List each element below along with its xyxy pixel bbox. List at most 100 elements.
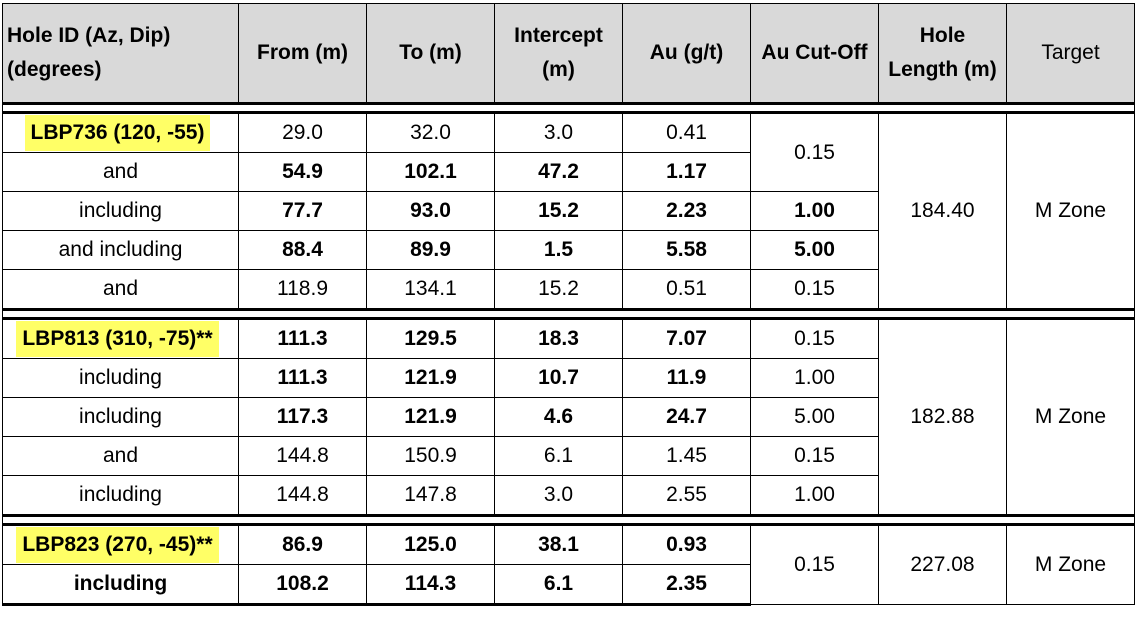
- header-target: Target: [1006, 3, 1135, 104]
- target-cell: M Zone: [1006, 112, 1135, 310]
- from-cell: 108.2: [238, 564, 367, 606]
- intercept-cell: 6.1: [494, 564, 623, 606]
- table-row: and including 88.4 89.9 1.5 5.58 5.00: [2, 230, 1135, 270]
- table-row: and 54.9 102.1 47.2 1.17: [2, 152, 1135, 192]
- au-cell: 24.7: [622, 397, 751, 437]
- au-cell: 1.17: [622, 152, 751, 192]
- from-cell: 111.3: [238, 318, 367, 359]
- from-cell: 144.8: [238, 475, 367, 517]
- row-label: including: [2, 191, 239, 231]
- from-cell: 117.3: [238, 397, 367, 437]
- row-label: and including: [2, 230, 239, 270]
- table-row: and 144.8 150.9 6.1 1.45 0.15: [2, 436, 1135, 476]
- group-spacer: [2, 102, 1135, 114]
- hole-id-cell: LBP736 (120, -55): [2, 112, 239, 153]
- table-row: including 144.8 147.8 3.0 2.55 1.00: [2, 475, 1135, 517]
- row-label: and: [2, 269, 239, 311]
- au-cell: 11.9: [622, 358, 751, 398]
- row-label: including: [2, 475, 239, 517]
- au-cell: 0.93: [622, 524, 751, 565]
- table-row: LBP736 (120, -55) 29.0 32.0 3.0 0.41 0.1…: [2, 112, 1135, 310]
- to-cell: 114.3: [366, 564, 495, 606]
- from-cell: 111.3: [238, 358, 367, 398]
- target-cell: M Zone: [1006, 318, 1135, 516]
- to-cell: 32.0: [366, 112, 495, 153]
- hole-length-cell: 182.88: [878, 318, 1007, 516]
- intercept-cell: 47.2: [494, 152, 623, 192]
- row-label: including: [2, 564, 239, 606]
- from-cell: 118.9: [238, 269, 367, 311]
- from-cell: 54.9: [238, 152, 367, 192]
- cutoff-cell: 0.15: [750, 318, 879, 359]
- header-row: Hole ID (Az, Dip) (degrees) From (m) To …: [2, 3, 1135, 104]
- intercept-cell: 1.5: [494, 230, 623, 270]
- au-cell: 0.41: [622, 112, 751, 153]
- hole-id-highlight: LBP736 (120, -55): [24, 115, 211, 151]
- to-cell: 93.0: [366, 191, 495, 231]
- table-row: including 117.3 121.9 4.6 24.7 5.00: [2, 397, 1135, 437]
- table-row: including 108.2 114.3 6.1 2.35: [2, 564, 1135, 606]
- group-spacer: [2, 308, 1135, 320]
- hole-length-cell: 227.08: [878, 524, 1007, 605]
- au-cell: 0.51: [622, 269, 751, 311]
- table-row: LBP823 (270, -45)** 86.9 125.0 38.1 0.93…: [2, 524, 1135, 605]
- intercept-cell: 18.3: [494, 318, 623, 359]
- to-cell: 147.8: [366, 475, 495, 517]
- header-cutoff: Au Cut-Off: [750, 3, 879, 104]
- to-cell: 125.0: [366, 524, 495, 565]
- from-cell: 77.7: [238, 191, 367, 231]
- intercept-cell: 38.1: [494, 524, 623, 565]
- table-row: including 77.7 93.0 15.2 2.23 1.00: [2, 191, 1135, 231]
- group-spacer: [2, 514, 1135, 526]
- from-cell: 144.8: [238, 436, 367, 476]
- intercept-cell: 3.0: [494, 112, 623, 153]
- from-cell: 29.0: [238, 112, 367, 153]
- drill-results-table: Hole ID (Az, Dip) (degrees) From (m) To …: [2, 3, 1135, 606]
- cutoff-cell: 1.00: [750, 358, 879, 398]
- hole-id-highlight: LBP813 (310, -75)**: [16, 321, 219, 357]
- intercept-cell: 15.2: [494, 269, 623, 311]
- au-cell: 2.35: [622, 564, 751, 606]
- cutoff-cell: 1.00: [750, 475, 879, 517]
- au-cell: 1.45: [622, 436, 751, 476]
- to-cell: 134.1: [366, 269, 495, 311]
- cutoff-cell: 5.00: [750, 230, 879, 270]
- cutoff-cell: 5.00: [750, 397, 879, 437]
- au-cell: 5.58: [622, 230, 751, 270]
- table-row: and 118.9 134.1 15.2 0.51 0.15: [2, 269, 1135, 311]
- to-cell: 102.1: [366, 152, 495, 192]
- hole-id-cell: LBP813 (310, -75)**: [2, 318, 239, 359]
- to-cell: 121.9: [366, 397, 495, 437]
- hole-id-cell: LBP823 (270, -45)**: [2, 524, 239, 565]
- row-label: and: [2, 152, 239, 192]
- row-label: including: [2, 358, 239, 398]
- table-row: LBP813 (310, -75)** 111.3 129.5 18.3 7.0…: [2, 318, 1135, 516]
- header-intercept: Intercept (m): [494, 3, 623, 104]
- header-hole-length: Hole Length (m): [878, 3, 1007, 104]
- row-label: and: [2, 436, 239, 476]
- cutoff-cell: 0.15: [750, 524, 879, 605]
- to-cell: 121.9: [366, 358, 495, 398]
- intercept-cell: 3.0: [494, 475, 623, 517]
- intercept-cell: 6.1: [494, 436, 623, 476]
- header-hole-id: Hole ID (Az, Dip) (degrees): [2, 3, 239, 104]
- to-cell: 89.9: [366, 230, 495, 270]
- from-cell: 88.4: [238, 230, 367, 270]
- cutoff-cell: 1.00: [750, 191, 879, 231]
- cutoff-cell: 0.15: [750, 269, 879, 311]
- row-label: including: [2, 397, 239, 437]
- hole-length-cell: 184.40: [878, 112, 1007, 310]
- cutoff-cell: 0.15: [750, 436, 879, 476]
- au-cell: 7.07: [622, 318, 751, 359]
- table-row: including 111.3 121.9 10.7 11.9 1.00: [2, 358, 1135, 398]
- au-cell: 2.23: [622, 191, 751, 231]
- hole-id-highlight: LBP823 (270, -45)**: [16, 527, 219, 563]
- header-au: Au (g/t): [622, 3, 751, 104]
- to-cell: 129.5: [366, 318, 495, 359]
- au-cell: 2.55: [622, 475, 751, 517]
- to-cell: 150.9: [366, 436, 495, 476]
- header-to: To (m): [366, 3, 495, 104]
- intercept-cell: 4.6: [494, 397, 623, 437]
- cutoff-cell: 0.15: [750, 112, 879, 192]
- intercept-cell: 15.2: [494, 191, 623, 231]
